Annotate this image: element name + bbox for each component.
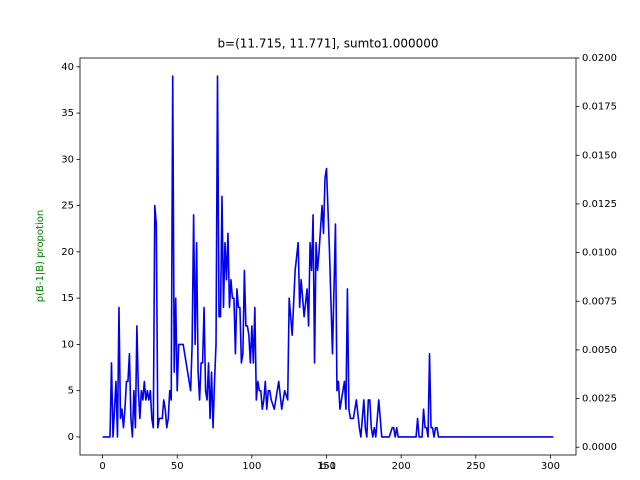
y2-tick-label: 0.0125 xyxy=(582,199,617,210)
y2-tick-label: 0.0025 xyxy=(582,394,617,405)
y-tick-label: 40 xyxy=(61,62,74,73)
y2-tick-label: 0.0175 xyxy=(582,102,617,113)
y-tick-label: 35 xyxy=(61,108,74,119)
y2-tick-label: 0.0075 xyxy=(582,296,617,307)
x-tick-label: 100 xyxy=(242,461,261,472)
axes-frame xyxy=(79,57,577,456)
y-tick-label: 0 xyxy=(68,432,74,443)
x-axis-label: b-1 xyxy=(320,461,336,472)
y-tick-label: 30 xyxy=(61,154,74,165)
y-tick-label: 5 xyxy=(68,386,74,397)
y-tick-label: 15 xyxy=(61,293,74,304)
y2-tick-label: 0.0200 xyxy=(582,53,617,64)
y-tick-label: 25 xyxy=(61,201,74,212)
x-tick-label: 150 xyxy=(317,461,336,472)
y-axis-label: p(B-1|B) propotion xyxy=(35,210,46,302)
y2-tick-label: 0.0150 xyxy=(582,150,617,161)
y-tick-label: 10 xyxy=(61,339,74,350)
x-tick-label: 200 xyxy=(392,461,411,472)
data-line xyxy=(102,75,554,438)
y2-tick-label: 0.0050 xyxy=(582,345,617,356)
x-tick-label: 50 xyxy=(171,461,184,472)
x-tick-label: 0 xyxy=(99,461,105,472)
y2-tick-label: 0.0000 xyxy=(582,442,617,453)
x-tick-label: 250 xyxy=(466,461,485,472)
y-tick-label: 20 xyxy=(61,247,74,258)
y2-tick-label: 0.0100 xyxy=(582,248,617,259)
x-tick-label: 300 xyxy=(541,461,560,472)
chart-title: b=(11.715, 11.771], sumto1.000000 xyxy=(217,37,438,51)
